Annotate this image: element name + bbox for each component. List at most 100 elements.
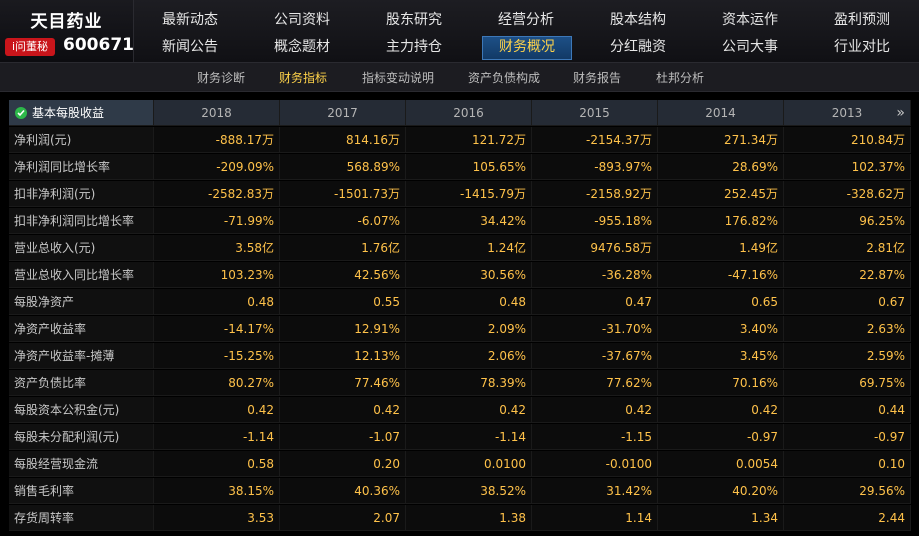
row-label[interactable]: 每股资本公积金(元) <box>9 397 154 423</box>
row-label[interactable]: 每股净资产 <box>9 289 154 315</box>
subnav-item-0[interactable]: 财务诊断 <box>197 71 246 85</box>
year-header-2016[interactable]: 2016 <box>406 100 532 126</box>
nav-item-row2-0[interactable]: 新闻公告 <box>162 39 218 55</box>
check-circle-icon <box>15 107 27 119</box>
table-cell: 0.42 <box>406 397 532 423</box>
row-label[interactable]: 净资产收益率-摊薄 <box>9 343 154 369</box>
year-header-2015[interactable]: 2015 <box>532 100 658 126</box>
subnav-item-3[interactable]: 资产负债构成 <box>468 71 541 85</box>
table-cell: 0.65 <box>658 289 784 315</box>
table-cell: 38.15% <box>154 478 280 504</box>
ask-secretary-badge[interactable]: i问董秘 <box>5 38 55 56</box>
table-cell: 2.06% <box>406 343 532 369</box>
table-row: 净资产收益率 -14.17% 12.91% 2.09% -31.70% 3.40% 2.63… <box>9 316 911 342</box>
table-cell: 77.46% <box>280 370 406 396</box>
table-row: 营业总收入同比增长率 103.23% 42.56% 30.56% -36.28% -47.… <box>9 262 911 288</box>
nav-item-row2-1[interactable]: 概念题材 <box>274 39 330 55</box>
table-cell: 1.76亿 <box>280 235 406 261</box>
table-cell: -37.67% <box>532 343 658 369</box>
table-cell: 22.87% <box>784 262 911 288</box>
subnav-item-5[interactable]: 杜邦分析 <box>656 71 705 85</box>
table-cell: -328.62万 <box>784 181 911 207</box>
table-cell: 78.39% <box>406 370 532 396</box>
table-cell: 3.53 <box>154 505 280 531</box>
year-header-2017[interactable]: 2017 <box>280 100 406 126</box>
row-label[interactable]: 扣非净利润(元) <box>9 181 154 207</box>
year-header-2014[interactable]: 2014 <box>658 100 784 126</box>
table-cell: 0.48 <box>406 289 532 315</box>
table-cell: 210.84万 <box>784 127 911 153</box>
row-label[interactable]: 净利润同比增长率 <box>9 154 154 180</box>
table-cell: 80.27% <box>154 370 280 396</box>
table-cell: 0.20 <box>280 451 406 477</box>
table-row: 净利润(元) -888.17万 814.16万 121.72万 -2154.37万 271… <box>9 127 911 153</box>
table-cell: -2582.83万 <box>154 181 280 207</box>
nav-item-row1-4[interactable]: 股本结构 <box>610 12 666 28</box>
row-label[interactable]: 净资产收益率 <box>9 316 154 342</box>
table-cell: 102.37% <box>784 154 911 180</box>
table-cell: 814.16万 <box>280 127 406 153</box>
table-row: 每股资本公积金(元) 0.42 0.42 0.42 0.42 0.42 0.44 <box>9 397 911 423</box>
year-header-2013[interactable]: 2013 <box>784 100 911 126</box>
top-header: 天目药业 i问董秘 600671 最新动态 公司资料 股东研究 经营分析 股本结构 资本运… <box>0 0 919 62</box>
double-chevron-right-icon[interactable]: » <box>896 105 905 121</box>
header-label-cell[interactable]: 基本每股收益 <box>9 100 154 126</box>
nav-item-row2-4[interactable]: 分红融资 <box>610 39 666 55</box>
table-cell: 2.07 <box>280 505 406 531</box>
row-label[interactable]: 销售毛利率 <box>9 478 154 504</box>
table-row: 净利润同比增长率 -209.09% 568.89% 105.65% -893.97% 28… <box>9 154 911 180</box>
row-label[interactable]: 营业总收入(元) <box>9 235 154 261</box>
row-label[interactable]: 净利润(元) <box>9 127 154 153</box>
table-row: 扣非净利润(元) -2582.83万 -1501.73万 -1415.79万 -2158… <box>9 181 911 207</box>
table-row: 每股经营现金流 0.58 0.20 0.0100 -0.0100 0.0054 0.10 <box>9 451 911 477</box>
nav-item-row2-2[interactable]: 主力持仓 <box>386 39 442 55</box>
row-label[interactable]: 资产负债比率 <box>9 370 154 396</box>
table-cell: 103.23% <box>154 262 280 288</box>
nav-item-row2-3[interactable]: 财务概况 <box>482 36 572 60</box>
table-cell: 0.58 <box>154 451 280 477</box>
company-name: 天目药业 <box>30 12 103 32</box>
table-cell: 176.82% <box>658 208 784 234</box>
table-cell: 1.14 <box>532 505 658 531</box>
table-cell: -955.18% <box>532 208 658 234</box>
subnav-item-2[interactable]: 指标变动说明 <box>362 71 435 85</box>
row-label[interactable]: 每股经营现金流 <box>9 451 154 477</box>
table-cell: -31.70% <box>532 316 658 342</box>
table-row: 净资产收益率-摊薄 -15.25% 12.13% 2.06% -37.67% 3.45% 2… <box>9 343 911 369</box>
table-cell: -14.17% <box>154 316 280 342</box>
table-cell: 0.0054 <box>658 451 784 477</box>
table-cell: 1.38 <box>406 505 532 531</box>
table-cell: -1415.79万 <box>406 181 532 207</box>
nav-item-row1-5[interactable]: 资本运作 <box>722 12 778 28</box>
table-cell: 2.44 <box>784 505 911 531</box>
table-cell: 96.25% <box>784 208 911 234</box>
row-label[interactable]: 营业总收入同比增长率 <box>9 262 154 288</box>
nav-item-row1-2[interactable]: 股东研究 <box>386 12 442 28</box>
row-label[interactable]: 每股未分配利润(元) <box>9 424 154 450</box>
table-cell: 3.58亿 <box>154 235 280 261</box>
table-cell: 12.13% <box>280 343 406 369</box>
company-brand: 天目药业 i问董秘 600671 <box>0 0 134 62</box>
table-cell: 568.89% <box>280 154 406 180</box>
nav-item-row1-1[interactable]: 公司资料 <box>274 12 330 28</box>
table-cell: -893.97% <box>532 154 658 180</box>
row-label[interactable]: 扣非净利润同比增长率 <box>9 208 154 234</box>
nav-item-row1-6[interactable]: 盈利预测 <box>834 12 890 28</box>
table-cell: 2.59% <box>784 343 911 369</box>
subnav-item-1[interactable]: 财务指标 <box>279 71 328 85</box>
nav-item-row1-0[interactable]: 最新动态 <box>162 12 218 28</box>
subnav-item-4[interactable]: 财务报告 <box>573 71 622 85</box>
table-cell: 28.69% <box>658 154 784 180</box>
year-header-2018[interactable]: 2018 <box>154 100 280 126</box>
table-cell: 29.56% <box>784 478 911 504</box>
table-cell: 105.65% <box>406 154 532 180</box>
table-cell: 271.34万 <box>658 127 784 153</box>
table-cell: 40.36% <box>280 478 406 504</box>
nav-item-row2-5[interactable]: 公司大事 <box>722 39 778 55</box>
nav-item-row1-3[interactable]: 经营分析 <box>498 12 554 28</box>
table-cell: 3.40% <box>658 316 784 342</box>
header-label: 基本每股收益 <box>32 106 105 120</box>
nav-item-row2-6[interactable]: 行业对比 <box>834 39 890 55</box>
table-cell: -0.97 <box>784 424 911 450</box>
row-label[interactable]: 存货周转率 <box>9 505 154 531</box>
